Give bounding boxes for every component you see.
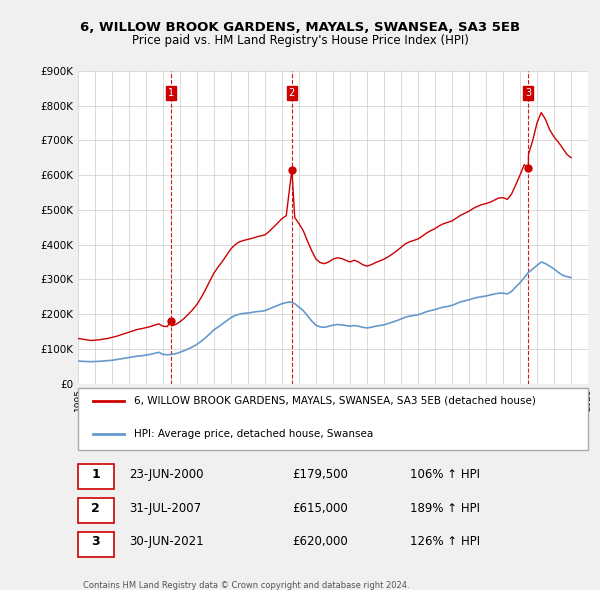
Text: £179,500: £179,500: [292, 468, 348, 481]
Text: 1: 1: [168, 88, 174, 98]
Text: 2: 2: [289, 88, 295, 98]
Text: 3: 3: [92, 535, 100, 549]
Text: Price paid vs. HM Land Registry's House Price Index (HPI): Price paid vs. HM Land Registry's House …: [131, 34, 469, 47]
Text: HPI: Average price, detached house, Swansea: HPI: Average price, detached house, Swan…: [134, 428, 373, 438]
Text: 3: 3: [525, 88, 532, 98]
FancyBboxPatch shape: [78, 388, 588, 450]
FancyBboxPatch shape: [78, 464, 114, 489]
Text: 189% ↑ HPI: 189% ↑ HPI: [409, 502, 479, 514]
Text: Contains HM Land Registry data © Crown copyright and database right 2024.
This d: Contains HM Land Registry data © Crown c…: [83, 581, 410, 590]
Text: 31-JUL-2007: 31-JUL-2007: [129, 502, 201, 514]
FancyBboxPatch shape: [78, 532, 114, 557]
Text: £615,000: £615,000: [292, 502, 348, 514]
Text: 126% ↑ HPI: 126% ↑ HPI: [409, 535, 479, 549]
Text: 30-JUN-2021: 30-JUN-2021: [129, 535, 203, 549]
Text: 2: 2: [91, 502, 100, 514]
FancyBboxPatch shape: [78, 498, 114, 523]
Text: 1: 1: [91, 468, 100, 481]
Text: £620,000: £620,000: [292, 535, 348, 549]
Text: 6, WILLOW BROOK GARDENS, MAYALS, SWANSEA, SA3 5EB (detached house): 6, WILLOW BROOK GARDENS, MAYALS, SWANSEA…: [134, 396, 536, 406]
Text: 23-JUN-2000: 23-JUN-2000: [129, 468, 203, 481]
Text: 106% ↑ HPI: 106% ↑ HPI: [409, 468, 479, 481]
Text: 6, WILLOW BROOK GARDENS, MAYALS, SWANSEA, SA3 5EB: 6, WILLOW BROOK GARDENS, MAYALS, SWANSEA…: [80, 21, 520, 34]
